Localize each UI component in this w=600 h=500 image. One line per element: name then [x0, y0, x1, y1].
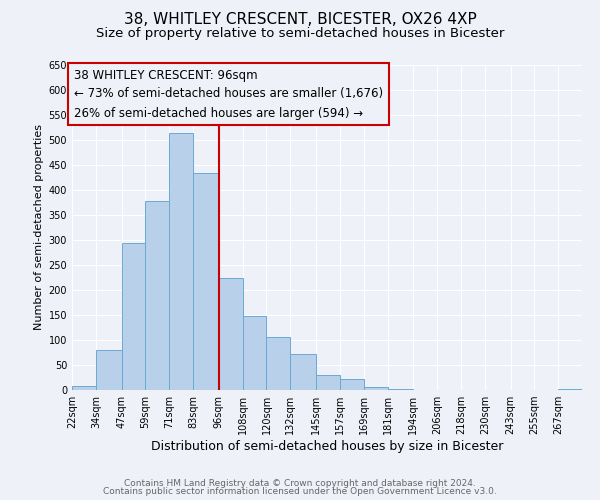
Bar [242, 316, 266, 390]
Bar [122, 242, 145, 390]
Bar [145, 201, 169, 390]
Bar [290, 354, 316, 390]
Text: Contains public sector information licensed under the Open Government Licence v3: Contains public sector information licen… [103, 487, 497, 496]
X-axis label: Distribution of semi-detached houses by size in Bicester: Distribution of semi-detached houses by … [151, 440, 503, 453]
Bar [193, 172, 219, 390]
Text: 38 WHITLEY CRESCENT: 96sqm
← 73% of semi-detached houses are smaller (1,676)
26%: 38 WHITLEY CRESCENT: 96sqm ← 73% of semi… [74, 68, 383, 120]
Text: 38, WHITLEY CRESCENT, BICESTER, OX26 4XP: 38, WHITLEY CRESCENT, BICESTER, OX26 4XP [124, 12, 476, 28]
Bar [388, 389, 413, 390]
Text: Contains HM Land Registry data © Crown copyright and database right 2024.: Contains HM Land Registry data © Crown c… [124, 478, 476, 488]
Text: Size of property relative to semi-detached houses in Bicester: Size of property relative to semi-detach… [96, 28, 504, 40]
Bar [169, 132, 193, 390]
Bar [364, 386, 388, 390]
Bar [219, 278, 242, 390]
Bar [72, 386, 96, 390]
Y-axis label: Number of semi-detached properties: Number of semi-detached properties [34, 124, 44, 330]
Bar [96, 350, 122, 390]
Bar [340, 379, 364, 390]
Bar [558, 388, 582, 390]
Bar [266, 337, 290, 390]
Bar [316, 375, 340, 390]
